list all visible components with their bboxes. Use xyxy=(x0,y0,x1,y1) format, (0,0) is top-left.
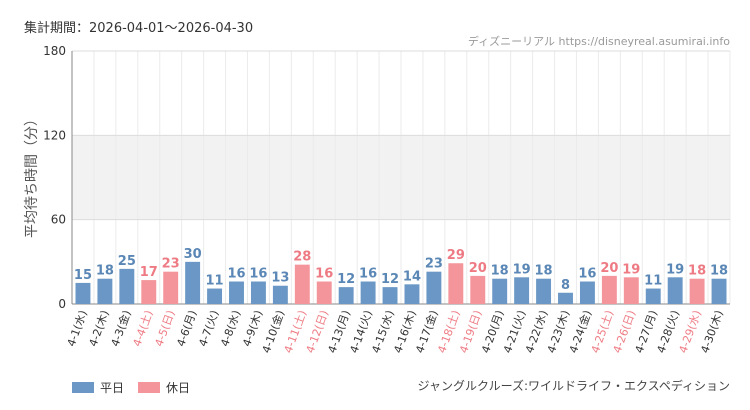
site-credit: ディズニーリアル https://disneyreal.asumirai.inf… xyxy=(467,35,730,48)
bar-value-label: 19 xyxy=(513,262,531,277)
chart-legend: 平日 休日 xyxy=(72,379,204,396)
bar xyxy=(75,282,91,304)
bar xyxy=(97,278,113,304)
bar xyxy=(294,264,310,304)
x-tick-label: 4-5(日) xyxy=(152,309,177,349)
bar-value-label: 20 xyxy=(600,261,618,276)
bar-value-label: 23 xyxy=(425,257,443,272)
bar-value-label: 13 xyxy=(271,271,289,286)
bar-value-label: 12 xyxy=(337,272,355,287)
bar-value-label: 30 xyxy=(184,247,202,262)
bar xyxy=(404,284,420,304)
y-axis-label: 平均待ち時間（分） xyxy=(24,112,40,238)
bar-value-label: 8 xyxy=(561,278,570,293)
bar xyxy=(645,288,661,304)
legend-label-holiday: 休日 xyxy=(166,381,191,395)
bar xyxy=(689,278,705,304)
bar-value-label: 11 xyxy=(206,274,224,289)
bar xyxy=(316,281,332,304)
attraction-name: ジャングルクルーズ:ワイルドライフ・エクスペディション xyxy=(417,379,730,393)
bar-layer xyxy=(75,261,727,304)
bar-value-label: 15 xyxy=(74,268,92,283)
bar-value-label: 29 xyxy=(447,248,465,263)
bar xyxy=(623,277,639,304)
bar-value-label: 16 xyxy=(578,267,596,282)
y-tick-label: 120 xyxy=(43,128,66,142)
grid-layer xyxy=(71,50,731,305)
bar-value-label: 18 xyxy=(710,264,728,279)
legend-swatch-weekday xyxy=(72,382,94,393)
legend-item-weekday: 平日 xyxy=(72,379,124,396)
bar xyxy=(514,277,530,304)
bar xyxy=(558,292,573,304)
legend-label-weekday: 平日 xyxy=(100,381,125,395)
bar-value-label: 20 xyxy=(469,261,487,276)
bar-value-label: 16 xyxy=(227,267,245,282)
bar xyxy=(338,287,354,304)
bar-value-label: 18 xyxy=(688,264,706,279)
bar xyxy=(536,278,552,304)
bar xyxy=(426,271,442,304)
legend-swatch-holiday xyxy=(138,382,161,393)
x-tick-label: 4-6(月) xyxy=(174,309,199,349)
bar-value-label: 11 xyxy=(644,274,662,289)
bar-value-label: 28 xyxy=(293,250,311,265)
bar-value-label: 16 xyxy=(315,267,333,282)
y-tick-label: 180 xyxy=(43,44,66,58)
x-tick-label: 4-2(木) xyxy=(87,309,112,349)
bar xyxy=(185,261,201,304)
bar xyxy=(272,285,288,304)
y-tick-label: 0 xyxy=(58,297,66,311)
bar-value-label: 19 xyxy=(666,262,684,277)
bar-value-label: 14 xyxy=(403,269,421,284)
bar xyxy=(579,281,595,304)
bar xyxy=(360,281,376,304)
bar-value-label: 18 xyxy=(535,264,553,279)
x-tick-label: 4-8(水) xyxy=(218,309,243,349)
bar-value-label: 19 xyxy=(622,262,640,277)
bar xyxy=(141,280,157,304)
x-tick-label: 4-9(木) xyxy=(240,309,265,349)
bar-value-label: 18 xyxy=(491,264,509,279)
bar-value-label: 23 xyxy=(162,257,180,272)
bar xyxy=(448,263,464,304)
bar xyxy=(711,278,727,304)
x-tick-label: 4-1(水) xyxy=(65,309,90,349)
bar xyxy=(382,287,398,304)
bar xyxy=(470,275,486,304)
y-tick-label: 60 xyxy=(51,213,66,227)
bar xyxy=(667,277,683,304)
bar xyxy=(250,281,266,304)
x-tick-label: 4-7(火) xyxy=(196,309,221,349)
bar xyxy=(601,275,617,304)
bar-value-label: 25 xyxy=(118,254,136,269)
bar xyxy=(207,288,223,304)
x-tick-label: 4-4(土) xyxy=(131,309,156,349)
bar-value-label: 17 xyxy=(140,265,158,280)
bar-value-label: 12 xyxy=(381,272,399,287)
period-label: 集計期間：2026-04-01〜2026-04-30 xyxy=(24,21,254,36)
bar xyxy=(163,271,179,304)
x-tick-label: 4-3(金) xyxy=(108,308,134,348)
legend-item-holiday: 休日 xyxy=(138,379,190,396)
bar xyxy=(119,268,135,304)
bar-value-label: 18 xyxy=(96,264,114,279)
bar-value-label: 16 xyxy=(359,267,377,282)
bar xyxy=(492,278,508,304)
bar xyxy=(229,281,244,304)
bar-value-label: 16 xyxy=(249,267,267,282)
